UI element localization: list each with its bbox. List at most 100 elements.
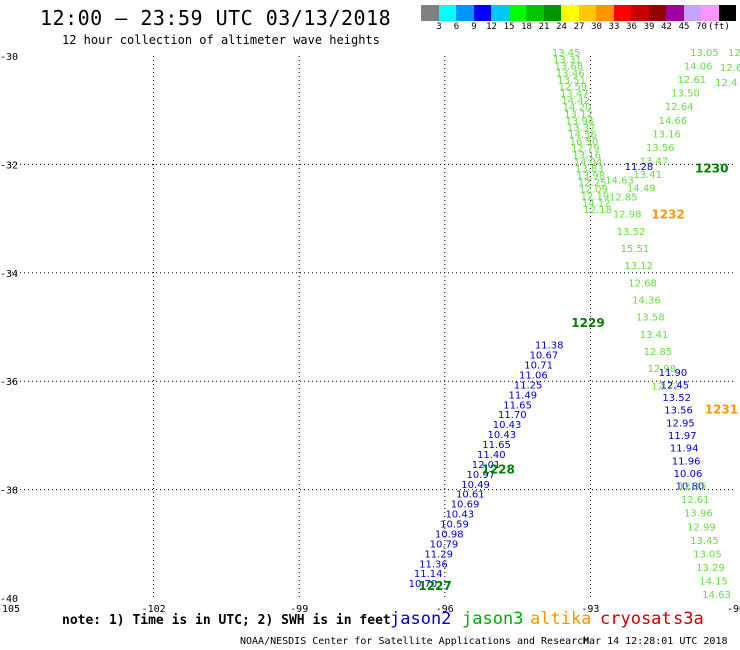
wave-height-value: 12.64 (665, 102, 694, 113)
wave-height-value: 11.14 (414, 569, 443, 580)
wave-height-value: 12.79 (571, 144, 600, 155)
legend-jason2: jason2 (390, 609, 452, 629)
lon-tick-label: -102 (142, 604, 166, 615)
color-swatch (491, 5, 509, 21)
wave-height-value: 12.85 (609, 193, 638, 204)
wave-height-value: 12.19 (581, 192, 610, 203)
color-scale-label: 30 (591, 22, 602, 32)
lon-tick-label: -90 (727, 604, 740, 615)
units-note: note: 1) Time is in UTC; 2) SWH is in fe… (62, 613, 391, 628)
wave-height-value: 11.49 (509, 390, 538, 401)
wave-height-value: 13.12 (624, 261, 653, 272)
wave-height-value: 13.51 (557, 75, 586, 86)
wave-height-value: 14.56 (568, 130, 597, 141)
wave-height-value: 11.38 (535, 341, 564, 352)
wave-height-value: 13.56 (664, 406, 693, 417)
lon-tick-label: -99 (290, 604, 308, 615)
wave-height-value: 12.98 (647, 364, 676, 375)
wave-height-value: 12.6 (720, 63, 740, 74)
wave-height-value: 12. (728, 48, 740, 59)
wave-height-value: 10.98 (435, 529, 464, 540)
wave-height-value: 13.12 (564, 110, 593, 121)
wave-height-value: 14.04 (574, 157, 603, 168)
wave-height-value: 10.67 (530, 351, 559, 362)
wave-height-value: 11.40 (477, 450, 506, 461)
wave-height-value: 13.68 (555, 62, 584, 73)
wave-height-value: 13.46 (556, 69, 585, 80)
wave-height-value: 13.94 (566, 116, 595, 127)
wave-height-value: 13.47 (560, 89, 589, 100)
wave-height-value: 10.97 (466, 470, 495, 481)
color-swatch (456, 5, 474, 21)
wave-height-value: 12.4 (715, 78, 737, 89)
wave-height-value: 14.66 (659, 116, 688, 127)
color-scale-labels: 3 6 9 12 15 18 21 24 27 30 33 36 39 42 45 70 (ft) (421, 22, 740, 34)
wave-height-value: 13.50 (671, 89, 700, 100)
legend-s3a: s3a (673, 609, 704, 629)
wave-height-value: 10.06 (674, 469, 703, 480)
wave-height-value: 14.20 (563, 103, 592, 114)
color-swatch (543, 5, 561, 21)
wave-height-value: 12.18 (583, 205, 612, 216)
wave-height-value: 11.65 (482, 440, 511, 451)
color-scale-label: 3 (436, 22, 442, 32)
wave-height-value: 13.31 (553, 55, 582, 66)
wave-height-value: 15.51 (621, 244, 650, 255)
legend-altika: altika (530, 609, 592, 629)
wave-height-value: 13.47 (640, 156, 669, 167)
color-swatch (508, 5, 526, 21)
page-subtitle: 12 hour collection of altimeter wave hei… (62, 33, 380, 47)
color-swatch (526, 5, 544, 21)
wave-height-value: 16.50 (570, 137, 599, 148)
color-scale-label: 21 (538, 22, 550, 32)
wave-height-value: 11.70 (498, 410, 527, 421)
wave-height-value: 10.70 (409, 579, 438, 590)
color-swatch (648, 5, 666, 21)
wave-height-value: 14.15 (699, 576, 728, 587)
wave-height-value: 12.15 (678, 482, 707, 493)
legend-cryosat: cryosat (600, 609, 672, 629)
color-scale-label: 12 (486, 22, 497, 32)
wave-height-value: 13.96 (684, 509, 713, 520)
lat-tick-label: -34 (0, 269, 18, 280)
wave-height-value: 13.45 (690, 536, 719, 547)
wave-height-value: 11.28 (625, 162, 654, 173)
color-swatch (561, 5, 579, 21)
color-swatch (596, 5, 614, 21)
wave-height-value: 10.61 (456, 490, 485, 501)
color-swatch (718, 5, 736, 21)
wave-height-value: 12.59 (559, 82, 588, 93)
pass-number-label: 1228 (481, 462, 514, 476)
color-scale-label: 33 (608, 22, 620, 32)
wave-height-value: 13.52 (617, 227, 646, 238)
wave-height-value: 10.43 (488, 430, 517, 441)
wave-height-value: 13.52 (662, 393, 691, 404)
wave-height-value: 12.09 (579, 185, 608, 196)
color-swatch (666, 5, 684, 21)
wave-height-value: 12.98 (613, 210, 642, 221)
wave-height-value: 12.45 (660, 380, 689, 391)
pass-number-label: 1229 (571, 316, 604, 330)
wave-height-value: 13.98 (577, 171, 606, 182)
color-scale-label: 27 (573, 22, 585, 32)
footer-timestamp: Mar 14 12:28:01 UTC 2018 (583, 636, 728, 647)
color-swatch (438, 5, 456, 21)
wave-height-value: 14.42 (561, 96, 590, 107)
color-swatch (421, 5, 439, 21)
wave-height-value: 14.36 (632, 296, 661, 307)
wave-height-value: 13.05 (693, 549, 722, 560)
wave-height-value: 12.95 (666, 418, 695, 429)
color-scale-label: 42 (661, 22, 672, 32)
wave-height-value: 13.83 (575, 164, 604, 175)
wave-height-value: 11.36 (419, 559, 448, 570)
wave-height-value: 10.43 (493, 420, 522, 431)
color-scale-label: 39 (643, 22, 655, 32)
wave-height-value: 12.72 (651, 381, 680, 392)
lon-tick-label: -93 (581, 604, 599, 615)
lat-tick-label: -32 (0, 160, 18, 171)
wave-height-value: 11.90 (659, 368, 688, 379)
lon-tick-label: -96 (436, 604, 454, 615)
wave-height-value: 13.41 (640, 330, 669, 341)
wave-height-value: 14.49 (627, 184, 656, 195)
color-scale-label: 70 (696, 22, 707, 32)
